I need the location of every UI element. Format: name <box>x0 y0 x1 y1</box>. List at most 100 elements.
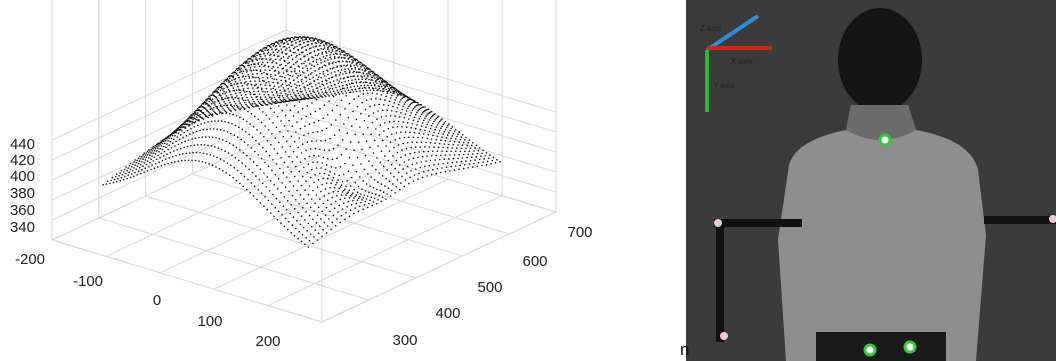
cloud-point <box>291 71 293 73</box>
cloud-point <box>261 64 263 66</box>
cloud-point <box>168 157 170 159</box>
cloud-point <box>278 71 280 73</box>
cloud-point <box>401 109 403 111</box>
cloud-point <box>236 68 238 70</box>
cloud-point <box>222 170 224 172</box>
cloud-point <box>469 150 471 152</box>
cloud-point <box>294 141 296 143</box>
cloud-point <box>196 116 198 118</box>
cloud-point <box>264 55 266 57</box>
cloud-point <box>457 144 459 146</box>
box-line <box>286 90 556 172</box>
cloud-point <box>406 100 408 102</box>
cloud-point <box>439 143 441 145</box>
cloud-point <box>338 70 340 72</box>
cloud-point <box>285 186 287 188</box>
cloud-point <box>366 198 368 200</box>
cloud-point <box>350 141 352 143</box>
cloud-point <box>379 81 381 83</box>
cloud-point <box>246 97 248 99</box>
cloud-point <box>300 88 302 90</box>
cloud-point <box>277 219 279 221</box>
cloud-point <box>185 121 187 123</box>
cloud-point <box>361 149 363 151</box>
cloud-point <box>331 124 333 126</box>
cloud-point <box>364 204 366 206</box>
cloud-point <box>334 134 336 136</box>
cloud-point <box>244 61 246 63</box>
cloud-point <box>149 155 151 157</box>
cloud-point <box>390 141 392 143</box>
cloud-point <box>332 50 334 52</box>
cloud-point <box>405 131 407 133</box>
cloud-point <box>408 106 410 108</box>
cloud-point <box>359 126 361 128</box>
cloud-point <box>422 112 424 114</box>
cloud-point <box>154 150 156 152</box>
cloud-point <box>373 201 375 203</box>
cloud-point <box>350 185 352 187</box>
cloud-point <box>202 106 204 108</box>
cloud-point <box>345 73 347 75</box>
cloud-point <box>266 58 268 60</box>
cloud-point <box>481 153 483 155</box>
cloud-point <box>409 132 411 134</box>
cloud-point <box>162 160 164 162</box>
cloud-point <box>207 121 209 123</box>
cloud-point <box>241 95 243 97</box>
cloud-point <box>466 145 468 147</box>
cloud-point <box>311 95 313 97</box>
cloud-point <box>213 107 215 109</box>
cloud-point <box>186 135 188 137</box>
cloud-point <box>293 48 295 50</box>
cloud-point <box>325 188 327 190</box>
cloud-point <box>358 141 360 143</box>
cloud-point <box>303 98 305 100</box>
cloud-point <box>361 76 363 78</box>
cloud-point <box>213 95 215 97</box>
cloud-point <box>380 124 382 126</box>
cloud-point <box>198 109 200 111</box>
cloud-point <box>232 75 234 77</box>
cloud-point <box>333 96 335 98</box>
cloud-point <box>304 158 306 160</box>
cloud-point <box>317 214 319 216</box>
cloud-point <box>337 61 339 63</box>
cloud-point <box>242 76 244 78</box>
cloud-point <box>324 47 326 49</box>
cloud-point <box>254 80 256 82</box>
cloud-point <box>344 55 346 57</box>
cloud-point <box>284 125 286 127</box>
cloud-point <box>385 145 387 147</box>
cloud-point <box>344 188 346 190</box>
cloud-point <box>300 58 302 60</box>
cloud-point <box>215 137 217 139</box>
cloud-point <box>243 118 245 120</box>
cloud-point <box>279 99 281 101</box>
cloud-point <box>292 161 294 163</box>
cloud-point <box>167 140 169 142</box>
cloud-point <box>256 73 258 75</box>
cloud-point <box>294 83 296 85</box>
cloud-point <box>222 83 224 85</box>
cloud-point <box>410 127 412 129</box>
cloud-point <box>363 90 365 92</box>
cloud-point <box>238 100 240 102</box>
cloud-point <box>390 115 392 117</box>
cloud-point <box>360 193 362 195</box>
cloud-point <box>189 133 191 135</box>
cloud-point <box>471 145 473 147</box>
cloud-point <box>425 142 427 144</box>
cloud-point <box>356 81 358 83</box>
cloud-point <box>321 53 323 55</box>
cloud-point <box>358 186 360 188</box>
cloud-point <box>416 112 418 114</box>
cloud-point <box>191 138 193 140</box>
cloud-point <box>339 56 341 58</box>
cloud-point <box>397 95 399 97</box>
cloud-point <box>231 106 233 108</box>
cloud-point <box>273 216 275 218</box>
cloud-point <box>328 46 330 48</box>
cloud-point <box>202 136 204 138</box>
cloud-point <box>376 79 378 81</box>
